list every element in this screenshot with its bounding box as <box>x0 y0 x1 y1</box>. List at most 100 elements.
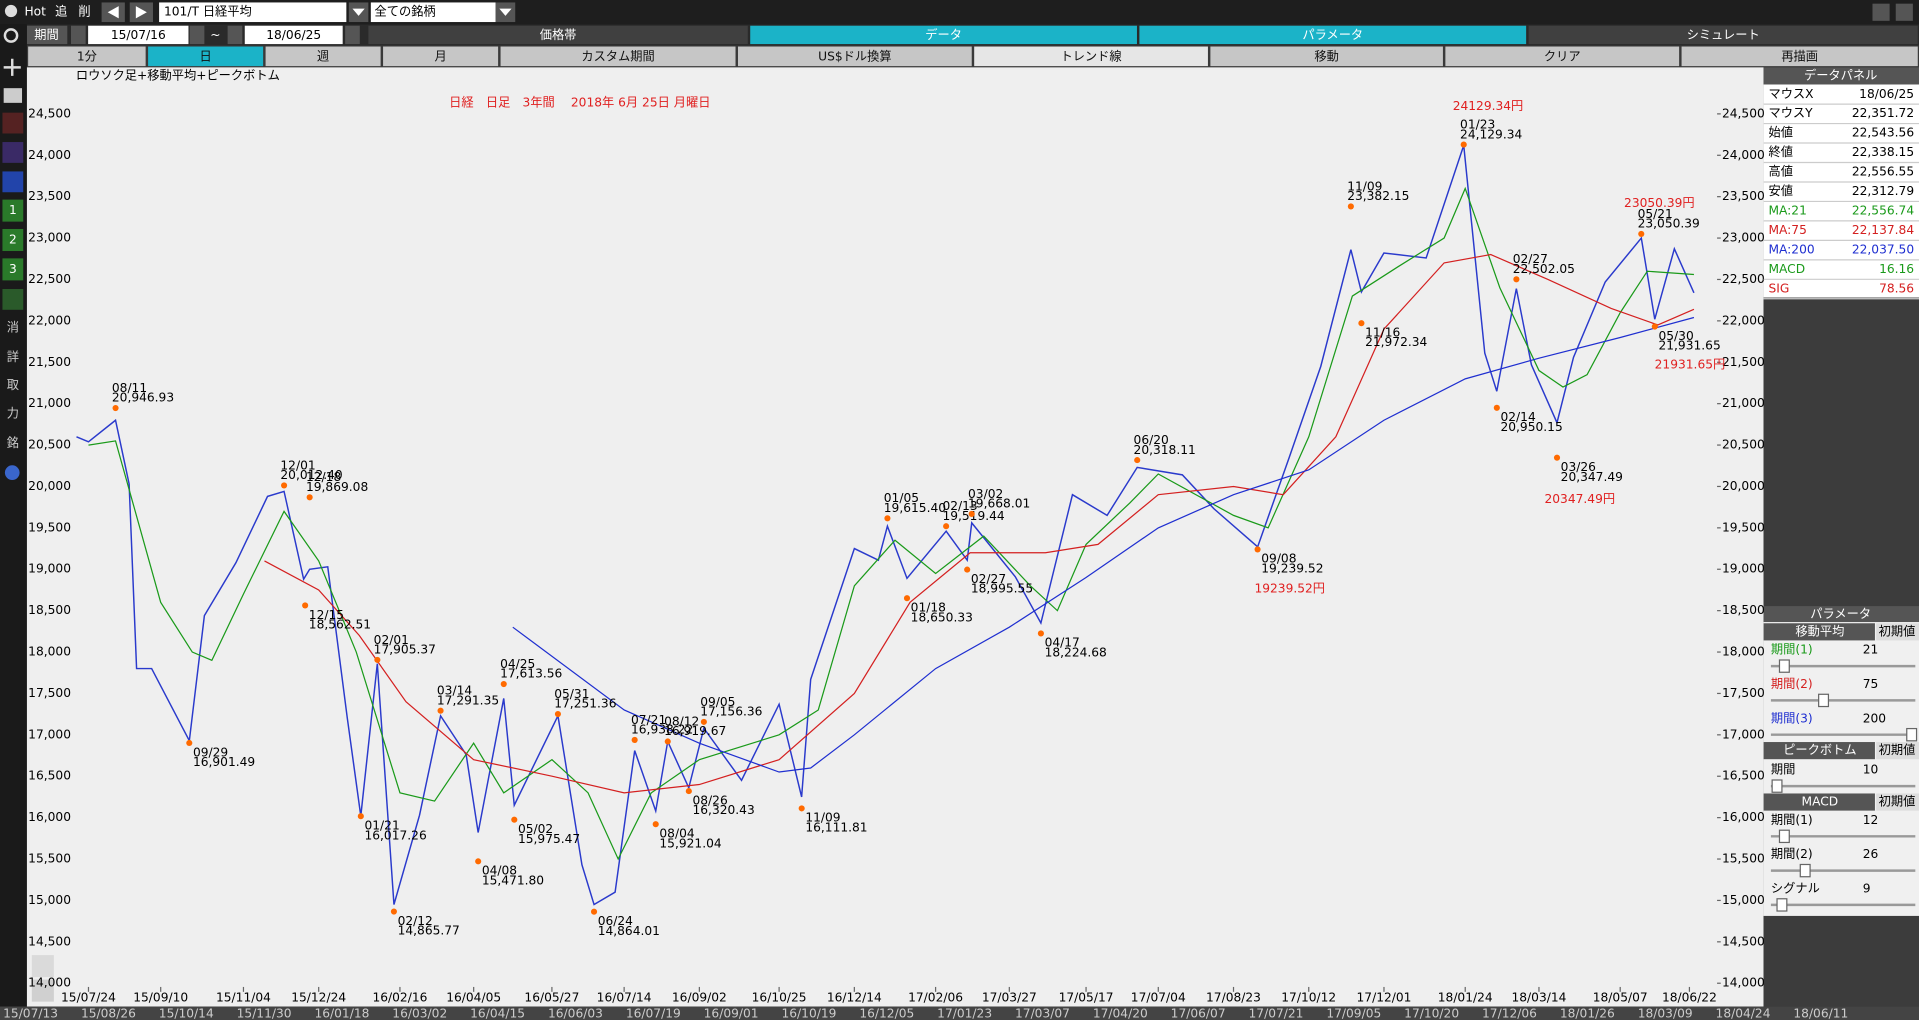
peak-bottom-value: 16,901.49 <box>193 755 255 769</box>
y-tick-label: 18,000 <box>28 645 71 659</box>
slider-knob[interactable] <box>1771 779 1783 793</box>
navigator-date: 16/06/03 <box>548 1006 603 1020</box>
sidebar-button[interactable] <box>2 258 24 281</box>
navigator-date: 16/10/19 <box>781 1006 836 1020</box>
x-tick-label: 17/12/01 <box>1357 990 1412 1004</box>
date-box[interactable] <box>244 25 343 45</box>
peak-bottom-marker <box>511 816 518 823</box>
sidebar-label: 2 <box>9 232 17 246</box>
peak-bottom-marker <box>652 821 659 828</box>
period-next[interactable] <box>189 25 205 45</box>
peak-bottom-value: 18,650.33 <box>911 610 973 624</box>
symbol-box[interactable] <box>159 2 347 23</box>
slider-knob[interactable] <box>1799 863 1811 878</box>
price-annotation: 19239.52円 <box>1254 581 1325 595</box>
period-prev[interactable] <box>70 25 86 45</box>
peak-bottom-value: 21,972.34 <box>1365 335 1427 349</box>
price-annotation: 23050.39円 <box>1624 196 1695 210</box>
tool-button-label: カスタム期間 <box>581 49 654 63</box>
tab[interactable] <box>368 25 748 45</box>
slider-knob[interactable] <box>1778 659 1790 673</box>
peak-bottom-value: 24,129.34 <box>1460 127 1522 141</box>
data-value: 22,338.15 <box>1852 145 1914 159</box>
sidebar-button[interactable] <box>2 199 24 222</box>
period-next[interactable] <box>345 25 360 45</box>
chart-icon[interactable] <box>2 142 24 163</box>
peak-bottom-date: 09/08 <box>1261 552 1296 566</box>
peak-bottom-value: 18,562.51 <box>309 618 371 632</box>
window-button[interactable] <box>1895 3 1913 21</box>
data-value: 18/06/25 <box>1859 87 1914 101</box>
peak-bottom-marker <box>968 510 975 518</box>
chart-icon[interactable] <box>2 112 24 134</box>
hot-label: Hot <box>24 5 46 19</box>
x-tick-label: 18/01/24 <box>1438 990 1493 1004</box>
peak-bottom-date: 12/01 <box>280 458 315 472</box>
date-box[interactable] <box>88 25 189 45</box>
tab[interactable] <box>1528 25 1918 45</box>
y-tick-label: 22,000 <box>28 313 71 327</box>
slider-knob[interactable] <box>1818 693 1830 708</box>
mini-chart-icon[interactable] <box>31 955 54 978</box>
peak-bottom-date: 08/12 <box>664 714 699 728</box>
slider-knob[interactable] <box>1776 898 1788 912</box>
tool-button[interactable] <box>28 46 146 67</box>
navigator-date: 17/10/20 <box>1404 1006 1459 1020</box>
slider-knob[interactable] <box>1906 727 1918 742</box>
peak-bottom-marker <box>590 908 598 915</box>
tool-button[interactable] <box>500 46 736 67</box>
y-tick-label: 14,000 <box>1722 976 1765 990</box>
peak-bottom-value: 18,224.68 <box>1045 646 1107 660</box>
peak-bottom-marker <box>884 515 891 522</box>
peak-bottom-marker <box>1460 141 1467 148</box>
tab[interactable] <box>750 25 1137 45</box>
search-icon[interactable] <box>3 28 19 43</box>
section-header <box>1763 742 1875 760</box>
tool-button[interactable] <box>737 46 972 67</box>
peak-bottom-marker <box>798 805 805 812</box>
tool-button[interactable] <box>148 46 264 67</box>
peak-bottom-date: 05/30 <box>1658 329 1693 343</box>
crosshair-icon[interactable] <box>3 58 21 76</box>
y-tick-label: 24,000 <box>1722 148 1765 162</box>
tool-button[interactable] <box>383 46 499 67</box>
x-tick-label: 16/02/16 <box>372 990 427 1004</box>
x-tick-label: 15/09/10 <box>133 990 188 1004</box>
navigator-date: 16/03/02 <box>392 1006 447 1020</box>
tool-button[interactable] <box>974 46 1208 67</box>
peak-bottom-value: 19,615.40 <box>884 501 946 515</box>
period-prev[interactable] <box>227 25 243 45</box>
parameter-label: 期間(1) <box>1771 813 1813 827</box>
tab[interactable] <box>1139 25 1527 45</box>
peak-bottom-marker <box>1638 230 1645 237</box>
settings-icon[interactable] <box>4 465 20 480</box>
tool-button-label: 1分 <box>77 49 97 63</box>
tool-button[interactable] <box>1210 46 1443 67</box>
slider-knob[interactable] <box>1778 829 1790 844</box>
sidebar-button[interactable] <box>2 228 24 252</box>
reset-button[interactable] <box>1876 793 1919 811</box>
data-value: 22,312.79 <box>1852 184 1914 198</box>
camera-icon[interactable] <box>3 88 23 103</box>
tool-button[interactable] <box>1681 46 1918 67</box>
section-title: ピークボトム <box>1783 743 1856 757</box>
reset-button[interactable] <box>1876 623 1919 641</box>
tool-button[interactable] <box>1445 46 1680 67</box>
parameter-label: 期間 <box>1771 763 1795 777</box>
filter-box[interactable] <box>370 2 496 23</box>
navigator-strip <box>0 1006 1919 1020</box>
sidebar-label: 力 <box>7 406 19 420</box>
reset-button[interactable] <box>1876 742 1919 760</box>
panel-header <box>1763 67 1919 85</box>
flag-icon[interactable] <box>2 171 24 193</box>
x-tick-label: 16/12/14 <box>827 990 882 1004</box>
peak-bottom-date: 01/18 <box>911 600 946 614</box>
y-tick-label: 20,500 <box>28 438 71 452</box>
tool-button[interactable] <box>265 46 381 67</box>
mini-chart-icon[interactable] <box>31 979 54 1002</box>
star-icon[interactable] <box>2 288 24 310</box>
window-button[interactable] <box>1872 3 1890 21</box>
bulb-icon[interactable] <box>4 4 18 18</box>
peak-bottom-marker <box>1358 320 1365 327</box>
peak-bottom-value: 17,613.56 <box>500 667 562 681</box>
